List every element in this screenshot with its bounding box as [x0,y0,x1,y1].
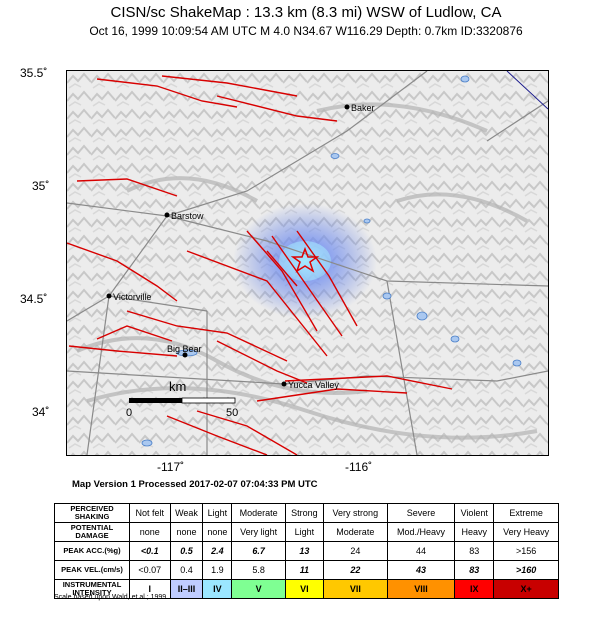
legend-row-damage: POTENTIAL DAMAGE none none none Very lig… [54,522,559,542]
acc-cell: 44 [386,541,456,561]
city-label-victorville: Victorville [113,292,151,302]
shaking-cell: Violent [454,503,495,523]
row-header-damage: POTENTIAL DAMAGE [54,522,130,542]
shakemap-map[interactable]: Baker Barstow Victorville Big Bear Yucca… [66,70,549,456]
scale-bar-start: 0 [126,407,132,419]
intensity-cell: V [231,579,286,599]
lon-label-117: -117˚ [157,460,185,474]
intensity-cell: VII [322,579,388,599]
damage-cell: Light [284,522,324,542]
lat-label-34: 34˚ [32,405,50,419]
damage-cell: none [129,522,171,542]
shaking-cell: Light [202,503,233,523]
shaking-cell: Strong [284,503,324,523]
shaking-cell: Not felt [129,503,171,523]
row-header-acc: PEAK ACC.(%g) [54,541,130,561]
acc-cell: 2.4 [202,541,233,561]
damage-cell: Moderate [322,522,388,542]
scale-bar: km 0 50 [126,379,238,419]
intensity-legend-table: PERCEIVED SHAKING Not felt Weak Light Mo… [54,503,559,599]
intensity-cell: VIII [386,579,456,599]
city-dot-victorville[interactable] [106,293,112,299]
acc-cell: 83 [454,541,495,561]
damage-cell: none [202,522,233,542]
lat-label-35-5: 35.5˚ [20,66,48,80]
intensity-cell: II–III [169,579,204,599]
lat-label-35: 35˚ [32,179,50,193]
row-header-shaking: PERCEIVED SHAKING [54,503,130,523]
map-canvas: Baker Barstow Victorville Big Bear Yucca… [67,71,548,455]
vel-cell: <0.07 [129,560,171,580]
acc-cell: 6.7 [231,541,286,561]
scale-bar-end: 50 [226,407,238,419]
damage-cell: Very Heavy [493,522,559,542]
city-label-barstow: Barstow [171,211,204,221]
legend-row-acc: PEAK ACC.(%g) <0.1 0.5 2.4 6.7 13 24 44 … [54,541,559,561]
acc-cell: 13 [284,541,324,561]
intensity-cell: I [129,579,171,599]
vel-cell: 43 [386,560,456,580]
fault-lines [67,75,453,455]
shaking-core [279,241,331,281]
boundary-line [506,71,548,110]
city-label-baker: Baker [351,103,375,113]
vel-cell: 83 [454,560,495,580]
damage-cell: Mod./Heavy [386,522,456,542]
vel-cell: 1.9 [202,560,233,580]
city-label-yucca-valley: Yucca Valley [288,380,339,390]
scale-bar-unit: km [169,379,186,394]
epicenter-star-icon[interactable] [290,246,320,273]
damage-cell: none [169,522,204,542]
event-details: Oct 16, 1999 10:09:54 AM UTC M 4.0 N34.6… [89,24,523,38]
lat-label-34-5: 34.5˚ [20,292,48,306]
vel-cell: 5.8 [231,560,286,580]
acc-cell: 24 [322,541,388,561]
vel-cell: 11 [284,560,324,580]
city-label-big-bear: Big Bear [167,344,202,354]
city-dot-big-bear[interactable] [182,352,188,358]
vel-cell: >160 [493,560,559,580]
vel-cell: 22 [322,560,388,580]
acc-cell: 0.5 [169,541,204,561]
row-header-vel: PEAK VEL.(cm/s) [54,560,130,580]
intensity-cell: IX [454,579,495,599]
roads [67,71,548,455]
intensity-cell: X+ [493,579,559,599]
cities: Baker Barstow Victorville Big Bear Yucca… [106,103,375,390]
scale-note: Scale based upon Wald, et al.; 1999 [54,594,167,601]
intensity-cell: VI [284,579,324,599]
shaking-cell: Moderate [231,503,286,523]
legend-row-vel: PEAK VEL.(cm/s) <0.07 0.4 1.9 5.8 11 22 … [54,560,559,580]
damage-cell: Heavy [454,522,495,542]
acc-cell: <0.1 [129,541,171,561]
intensity-cell: IV [202,579,233,599]
lon-label-116: -116˚ [345,460,373,474]
city-dot-barstow[interactable] [164,212,170,218]
vel-cell: 0.4 [169,560,204,580]
shaking-cell: Very strong [322,503,388,523]
city-dot-yucca-valley[interactable] [281,381,287,387]
damage-cell: Very light [231,522,286,542]
acc-cell: >156 [493,541,559,561]
map-title: CISN/sc ShakeMap : 13.3 km (8.3 mi) WSW … [110,4,502,21]
legend-row-shaking: PERCEIVED SHAKING Not felt Weak Light Mo… [54,503,559,523]
shaking-cell: Extreme [493,503,559,523]
city-dot-baker[interactable] [344,104,350,110]
legend-row-intensity: INSTRUMENTAL INTENSITY I II–III IV V VI … [54,579,559,599]
map-version: Map Version 1 Processed 2017-02-07 07:04… [72,479,318,490]
row-header-intensity: INSTRUMENTAL INTENSITY [54,579,130,599]
shaking-cell: Weak [169,503,204,523]
shaking-cell: Severe [386,503,456,523]
water-bodies [141,75,522,447]
